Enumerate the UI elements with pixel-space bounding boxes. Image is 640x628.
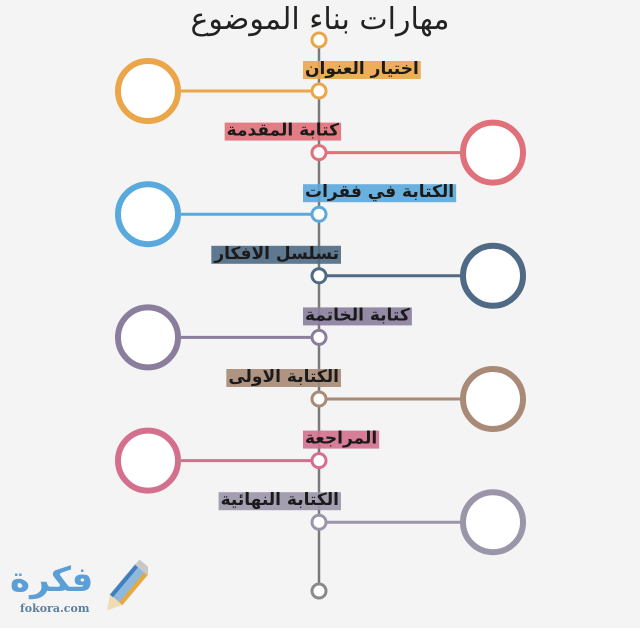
step-label-bg [303, 430, 380, 449]
top-node [310, 31, 328, 49]
step-ring [460, 366, 526, 432]
step-node [310, 205, 328, 223]
step-node [310, 513, 328, 531]
step-ring [460, 242, 526, 309]
step-label-bg [218, 492, 341, 511]
step-node [310, 144, 328, 162]
step-label: الكتابة في فقرات [305, 182, 454, 202]
step-label: تسلسل الافكار [213, 244, 339, 264]
logo-text: فكرة [10, 560, 94, 600]
step-label: الكتابة النهائية [221, 490, 339, 510]
step-label: المراجعة [305, 429, 377, 449]
step-label: كتابة الخاتمة [305, 305, 410, 325]
step-node [310, 452, 328, 470]
step-ring [460, 489, 526, 556]
step-label: الكتابة الاولى [228, 367, 339, 387]
page-title: مهارات بناء الموضوع [190, 2, 450, 37]
pencil-icon [107, 560, 148, 611]
step-label-bg [226, 369, 341, 387]
logo-url: fokora.com [20, 602, 90, 615]
step-node [310, 82, 328, 100]
step-label: اختيار العنوان [305, 59, 419, 79]
step-node [310, 390, 328, 408]
site-logo: فكرة fokora.com [6, 560, 148, 620]
step-label-bg [224, 122, 342, 141]
step-label: كتابة المقدمة [227, 121, 339, 141]
bottom-node [310, 582, 328, 600]
step-label-bg [303, 307, 412, 326]
step-ring [115, 427, 181, 494]
step-ring [460, 119, 526, 186]
step-label-bg [211, 245, 341, 264]
step-label-bg [303, 61, 421, 79]
step-ring [115, 304, 181, 371]
step-label-bg [303, 184, 457, 203]
step-node [310, 328, 328, 346]
step-ring [115, 58, 181, 124]
step-ring [115, 181, 181, 248]
step-node [310, 267, 328, 285]
